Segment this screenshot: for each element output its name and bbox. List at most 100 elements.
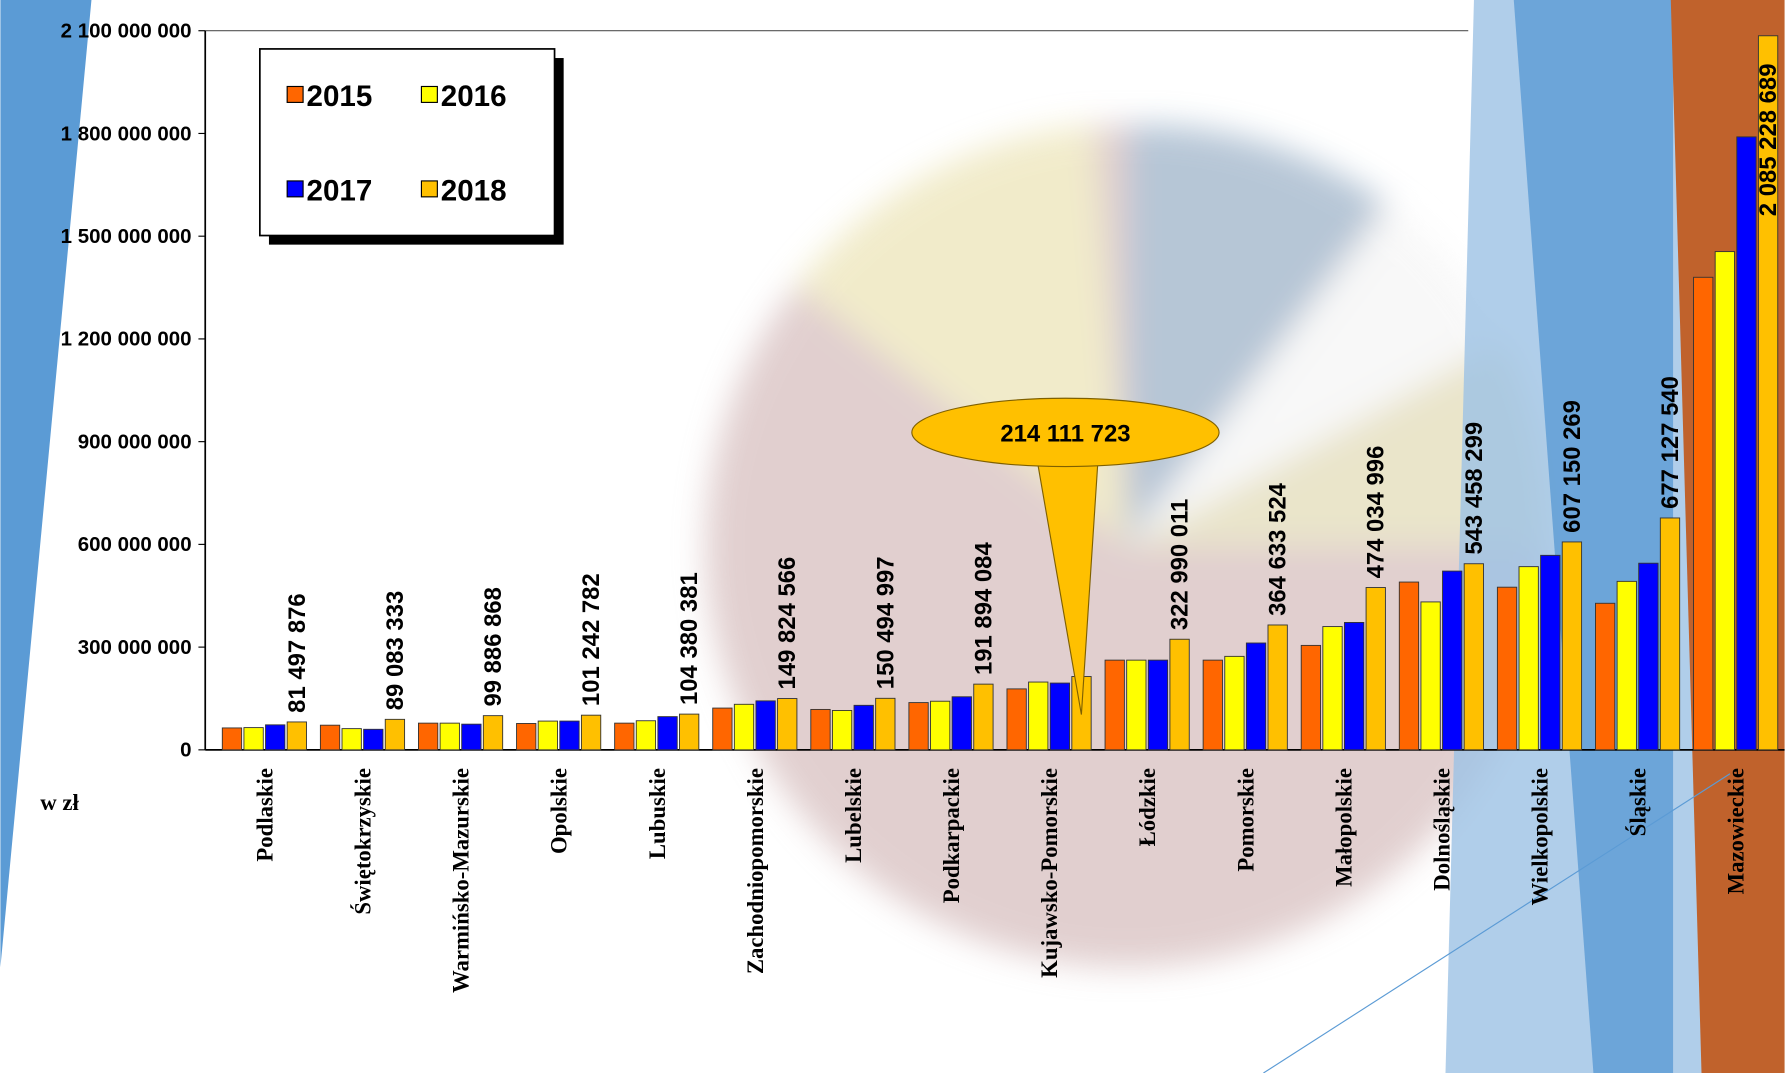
bar [1561,541,1583,751]
bar [1006,688,1027,751]
bar [537,720,558,751]
bar [341,728,362,751]
x-tick-label: Śląskie [1625,768,1651,836]
bar [755,700,776,751]
x-tick-label: Wielkopolskie [1528,768,1553,905]
bg-shape [0,0,92,968]
bar [265,724,286,751]
bar [831,710,853,751]
bar [1104,659,1125,751]
legend-swatch [286,180,304,198]
y-tick-label: 1 800 000 000 [61,122,192,145]
y-tick-label: 300 000 000 [78,636,192,659]
bar [221,727,243,751]
bar [1496,586,1518,751]
bar [853,704,874,751]
bar [243,727,264,751]
bar [1757,35,1779,751]
value-label: 364 633 524 [1265,482,1292,615]
bar [418,722,439,751]
value-label: 104 380 381 [676,572,703,705]
bg-pie [705,124,1549,968]
bar [1442,570,1463,751]
x-tick-label: Pomorskie [1233,768,1258,872]
y-tick-label: 0 [180,739,191,762]
bar [363,728,384,751]
callout-shape [1030,449,1097,457]
y-tick-label: 1 500 000 000 [61,225,192,248]
bar [1595,602,1616,751]
legend-label: 2017 [307,174,373,207]
bar [1224,655,1245,751]
legend: 2015 2016 2017 2018 [258,48,564,245]
bar [1300,644,1322,751]
bar [1169,638,1190,751]
bar [1147,659,1169,751]
x-tick-label: Małopolskie [1331,768,1356,887]
value-label: 150 494 997 [872,556,899,689]
bar [1540,554,1561,751]
bar [1659,517,1681,751]
y-tick-label: 900 000 000 [78,430,192,453]
bar [1463,563,1484,751]
x-tick-label: Lubuskie [645,768,670,859]
bar [1736,136,1757,751]
bar [384,718,406,751]
bar [679,713,700,751]
callout: 214 111 723 [911,397,1220,715]
bar [580,714,602,751]
bar [1344,622,1365,751]
callout-shape [911,397,1220,468]
bar [559,720,580,751]
x-tick-label: Opolskie [547,768,572,854]
bar [439,722,460,751]
legend-swatch [286,85,304,103]
bar [657,716,678,751]
x-tick-label: Podlaskie [252,768,277,862]
bar [1616,580,1637,751]
bar [516,723,537,751]
bar [733,703,755,751]
unit-label: w zł [40,790,79,815]
bar [777,698,798,751]
value-label: 214 111 723 [1000,420,1130,447]
bar [614,722,635,751]
x-tick-label: Podkarpackie [939,768,964,903]
value-label: 81 497 876 [284,593,311,713]
value-label: 101 242 782 [578,573,605,706]
x-tick-label: Warmińsko-Mazurskie [449,768,474,993]
x-tick-label: Mazowieckie [1724,768,1749,894]
bar [1267,624,1288,751]
x-tick-label: Świętokrzyskie [350,768,376,915]
y-tick-label: 600 000 000 [78,533,192,556]
bar [1365,587,1386,751]
value-label: 89 083 333 [382,591,409,711]
x-tick-label: Dolnośląskie [1429,768,1454,891]
value-label: 474 034 996 [1363,446,1390,579]
value-label: 677 127 540 [1657,376,1684,509]
bar [286,721,307,751]
value-label: 543 458 299 [1461,422,1488,555]
bar [1322,626,1343,751]
bar [951,696,972,751]
value-label: 149 824 566 [774,557,801,690]
value-label: 191 894 084 [970,542,997,675]
legend-label: 2016 [441,80,507,113]
bar [1202,659,1223,751]
bar [461,723,482,751]
x-tick-label: Łódzkie [1135,768,1160,846]
bar [908,702,929,751]
x-tick-label: Lubelskie [841,768,866,863]
legend-label: 2018 [441,174,507,207]
bar [875,697,896,751]
legend-label: 2015 [307,80,373,113]
legend-box [258,48,556,237]
y-tick-label: 2 100 000 000 [61,20,192,43]
bar [635,720,657,751]
bar [1420,601,1441,751]
bar [1049,682,1071,751]
x-tick-label: Kujawsko-Pomorskie [1037,768,1062,978]
x-tick-label: Zachodniopomorskie [743,768,768,974]
bar [1126,659,1147,751]
